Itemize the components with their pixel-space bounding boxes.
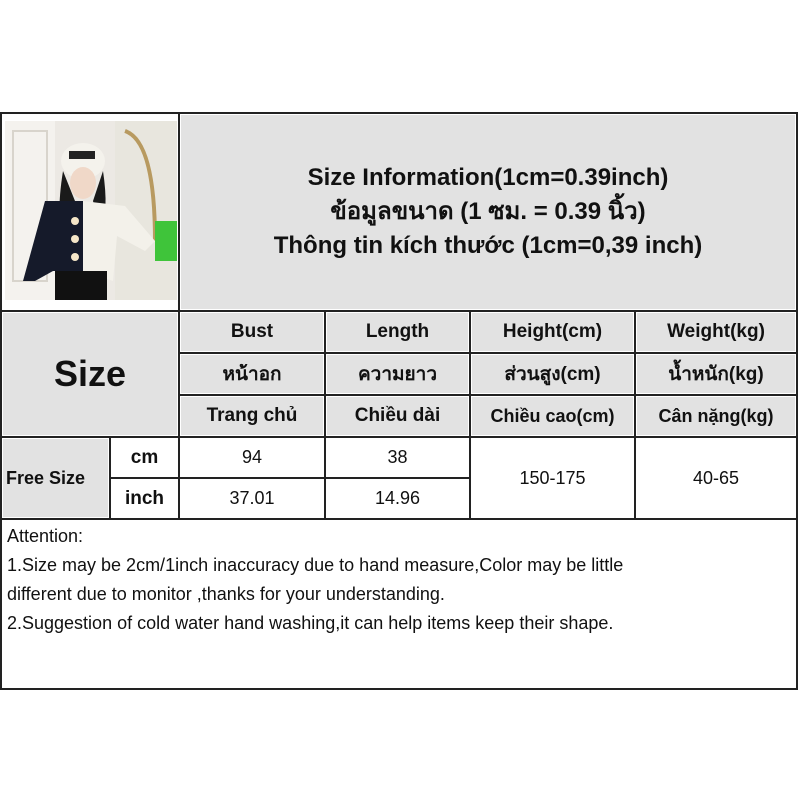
header-height-en: Height(cm) [469, 310, 636, 354]
header-height-th: ส่วนสูง(cm) [469, 352, 636, 396]
title-thai: ข้อมูลขนาด (1 ซม. = 0.39 นิ้ว) [330, 198, 646, 225]
unit-inch: inch [109, 477, 180, 520]
size-header: Size [0, 310, 180, 438]
product-photo [5, 121, 177, 300]
weight-value: 40-65 [634, 436, 798, 520]
header-bust-en: Bust [178, 310, 326, 354]
header-length-vi: Chiều dài [324, 394, 471, 438]
header-bust-th: หน้าอก [178, 352, 326, 396]
attention-line-2: different due to monitor ,thanks for you… [7, 584, 445, 604]
header-length-th: ความยาว [324, 352, 471, 396]
header-bust-vi: Trang chủ [178, 394, 326, 438]
title-cell: Size Information(1cm=0.39inch) ข้อมูลขนา… [178, 112, 798, 312]
free-size-label: Free Size [0, 436, 111, 520]
length-inch-value: 14.96 [324, 477, 471, 520]
attention-line-3: 2.Suggestion of cold water hand washing,… [7, 613, 614, 633]
attention-title: Attention: [7, 526, 84, 546]
bust-inch-value: 37.01 [178, 477, 326, 520]
bust-cm-value: 94 [178, 436, 326, 479]
title-vietnamese: Thông tin kích thước (1cm=0,39 inch) [273, 232, 703, 259]
header-length-en: Length [324, 310, 471, 354]
title-english: Size Information(1cm=0.39inch) [307, 164, 669, 191]
unit-cm: cm [109, 436, 180, 479]
header-weight-en: Weight(kg) [634, 310, 798, 354]
length-cm-value: 38 [324, 436, 471, 479]
height-value: 150-175 [469, 436, 636, 520]
header-weight-th: น้ำหนัก(kg) [634, 352, 798, 396]
attention-line-1: 1.Size may be 2cm/1inch inaccuracy due t… [7, 555, 624, 575]
header-weight-vi: Cân nặng(kg) [634, 394, 798, 438]
header-height-vi: Chiều cao(cm) [469, 394, 636, 438]
attention-notes: Attention: 1.Size may be 2cm/1inch inacc… [0, 518, 798, 690]
